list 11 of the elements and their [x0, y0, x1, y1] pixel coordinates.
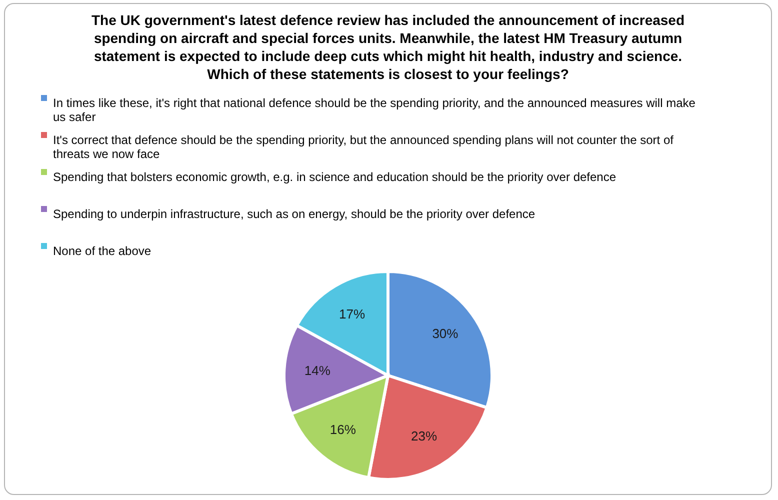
chart-title: The UK government's latest defence review has included the announcement of increased spending on aircraft and special forces units. Meanwhile, the latest HM Treasury autumn statement is expected to include deep cuts which might hit health, industry and science. Which of these statements is closest to your feelings?: [91, 12, 685, 82]
data-label: 23%: [410, 428, 438, 444]
data-label: 16%: [330, 422, 356, 437]
data-label: 30%: [432, 326, 459, 341]
legend-label: None of the above: [53, 244, 152, 258]
legend-label: Spending that bolsters economic growth, e.g. in science and education should be the priority over defence: [53, 170, 616, 184]
data-label: 14%: [304, 363, 331, 378]
legend-label: Spending to underpin infrastructure, such as on energy, should be the priority over defence: [53, 207, 536, 221]
data-label: 17%: [338, 306, 366, 322]
legend-label: It's correct that defence should be the spending priority, but the announced spending plans will not counter the sort of threats we now face: [53, 133, 674, 161]
legend-label: In times like these, it's right that national defence should be the spending priority, and the announced measures will make us safer: [53, 96, 696, 124]
